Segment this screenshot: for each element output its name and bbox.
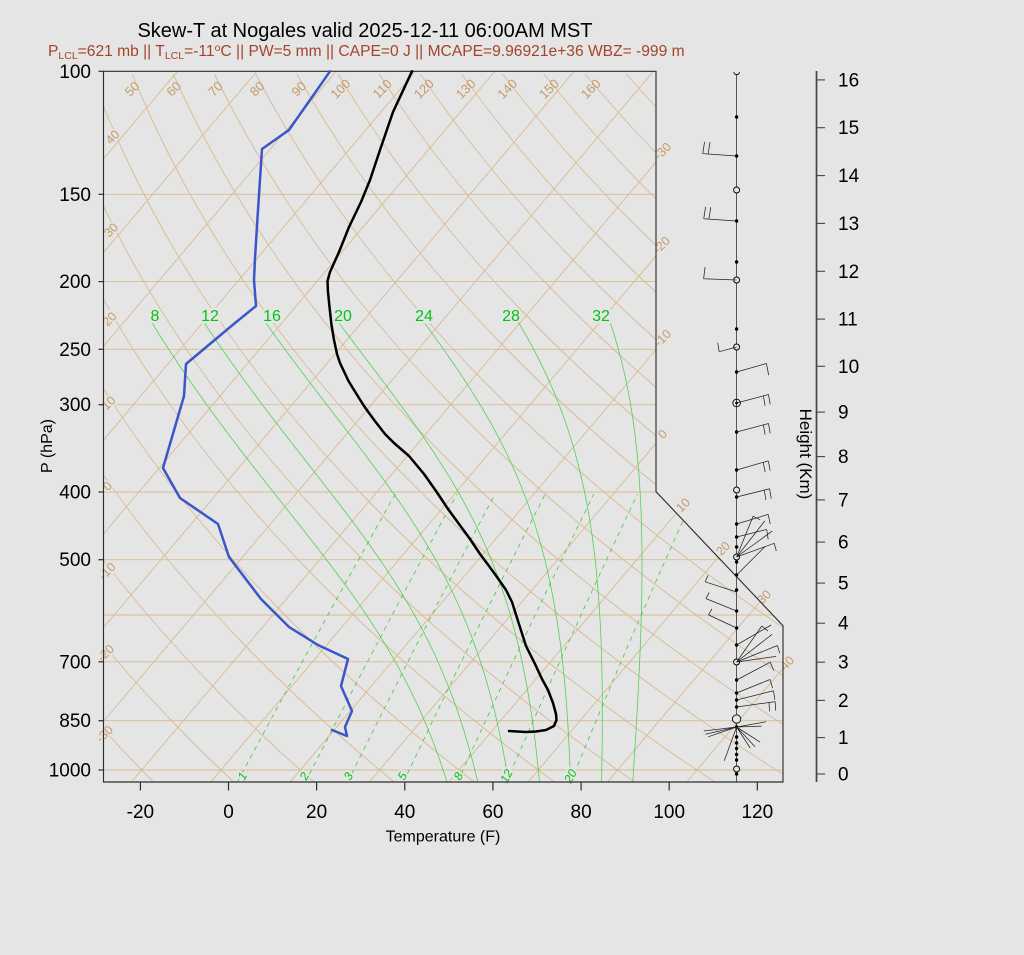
svg-text:11: 11 [838,310,858,331]
svg-text:120: 120 [741,802,773,823]
svg-text:P (hPa): P (hPa) [39,419,56,473]
svg-text:60: 60 [482,802,503,823]
svg-text:15: 15 [838,118,859,139]
svg-text:100: 100 [59,62,91,83]
svg-text:5: 5 [838,574,849,595]
svg-text:8: 8 [838,447,849,468]
svg-text:0: 0 [223,802,234,823]
svg-text:200: 200 [59,272,91,293]
svg-text:1000: 1000 [49,761,91,782]
svg-text:Height (Km): Height (Km) [796,409,815,500]
svg-text:20: 20 [306,802,327,823]
svg-text:3: 3 [838,653,849,674]
svg-text:7: 7 [838,490,849,511]
svg-text:8: 8 [151,308,160,325]
svg-text:500: 500 [59,550,91,571]
svg-text:14: 14 [838,166,860,187]
svg-text:100: 100 [653,802,685,823]
svg-text:16: 16 [263,308,281,325]
svg-text:9: 9 [838,403,849,424]
svg-text:20: 20 [334,308,352,325]
svg-text:-20: -20 [127,802,154,823]
svg-text:4: 4 [838,614,849,635]
svg-text:24: 24 [415,308,433,325]
svg-text:16: 16 [838,70,859,91]
svg-text:32: 32 [592,308,610,325]
svg-text:1: 1 [838,728,849,749]
svg-text:850: 850 [59,711,91,732]
svg-text:250: 250 [59,340,91,361]
svg-text:6: 6 [838,533,849,554]
svg-text:400: 400 [59,483,91,504]
svg-text:2: 2 [838,691,849,712]
svg-text:28: 28 [502,308,520,325]
svg-text:Skew-T at Nogales valid 2025-1: Skew-T at Nogales valid 2025-12-11 06:00… [137,20,592,42]
svg-text:Temperature (F): Temperature (F) [386,829,501,846]
svg-text:10: 10 [838,357,859,378]
svg-text:700: 700 [59,652,91,673]
svg-text:300: 300 [59,395,91,416]
svg-text:0: 0 [838,765,849,786]
svg-text:PLCL=621 mb || TLCL=-11oC || P: PLCL=621 mb || TLCL=-11oC || PW=5 mm || … [48,42,685,62]
svg-text:150: 150 [59,185,91,206]
svg-text:40: 40 [394,802,415,823]
svg-text:12: 12 [838,262,859,283]
svg-text:80: 80 [571,802,592,823]
svg-text:13: 13 [838,214,859,235]
svg-text:12: 12 [201,308,219,325]
